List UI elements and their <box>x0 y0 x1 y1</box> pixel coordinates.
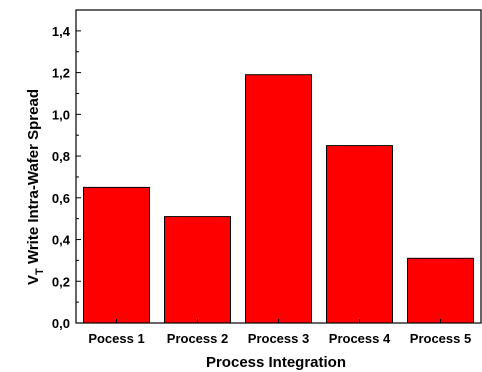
bar <box>407 257 474 324</box>
bar <box>83 186 150 324</box>
x-axis-title: Process Integration <box>206 354 346 371</box>
bar <box>245 74 312 324</box>
y-tick-label: 1,2 <box>52 66 70 81</box>
bar <box>326 145 393 324</box>
y-tick-label: 0,2 <box>52 274 70 289</box>
y-ticks-group: 0,0 0,2 0,4 0,6 0,8 1,0 1,2 1,4 <box>52 24 81 331</box>
x-tick-label: Process 5 <box>410 331 471 346</box>
x-tick-label: Pocess 1 <box>88 331 144 346</box>
x-tick-label: Process 3 <box>248 331 309 346</box>
y-tick-label: 0,0 <box>52 316 70 331</box>
x-ticks-group: Pocess 1 Process 2 Process 3 Process 4 Proce… <box>88 319 471 346</box>
x-tick-label: Process 4 <box>329 331 391 346</box>
y-tick-label: 1,4 <box>52 24 71 39</box>
x-tick-label: Process 2 <box>167 331 228 346</box>
y-tick-label: 0,8 <box>52 149 70 164</box>
bars-group <box>83 74 474 324</box>
y-tick-label: 0,6 <box>52 191 70 206</box>
bar <box>164 216 231 324</box>
y-tick-label: 0,4 <box>52 233 71 248</box>
y-axis-title: VT Write Intra-Wafer Spread <box>25 89 46 285</box>
y-tick-label: 1,0 <box>52 107 70 122</box>
